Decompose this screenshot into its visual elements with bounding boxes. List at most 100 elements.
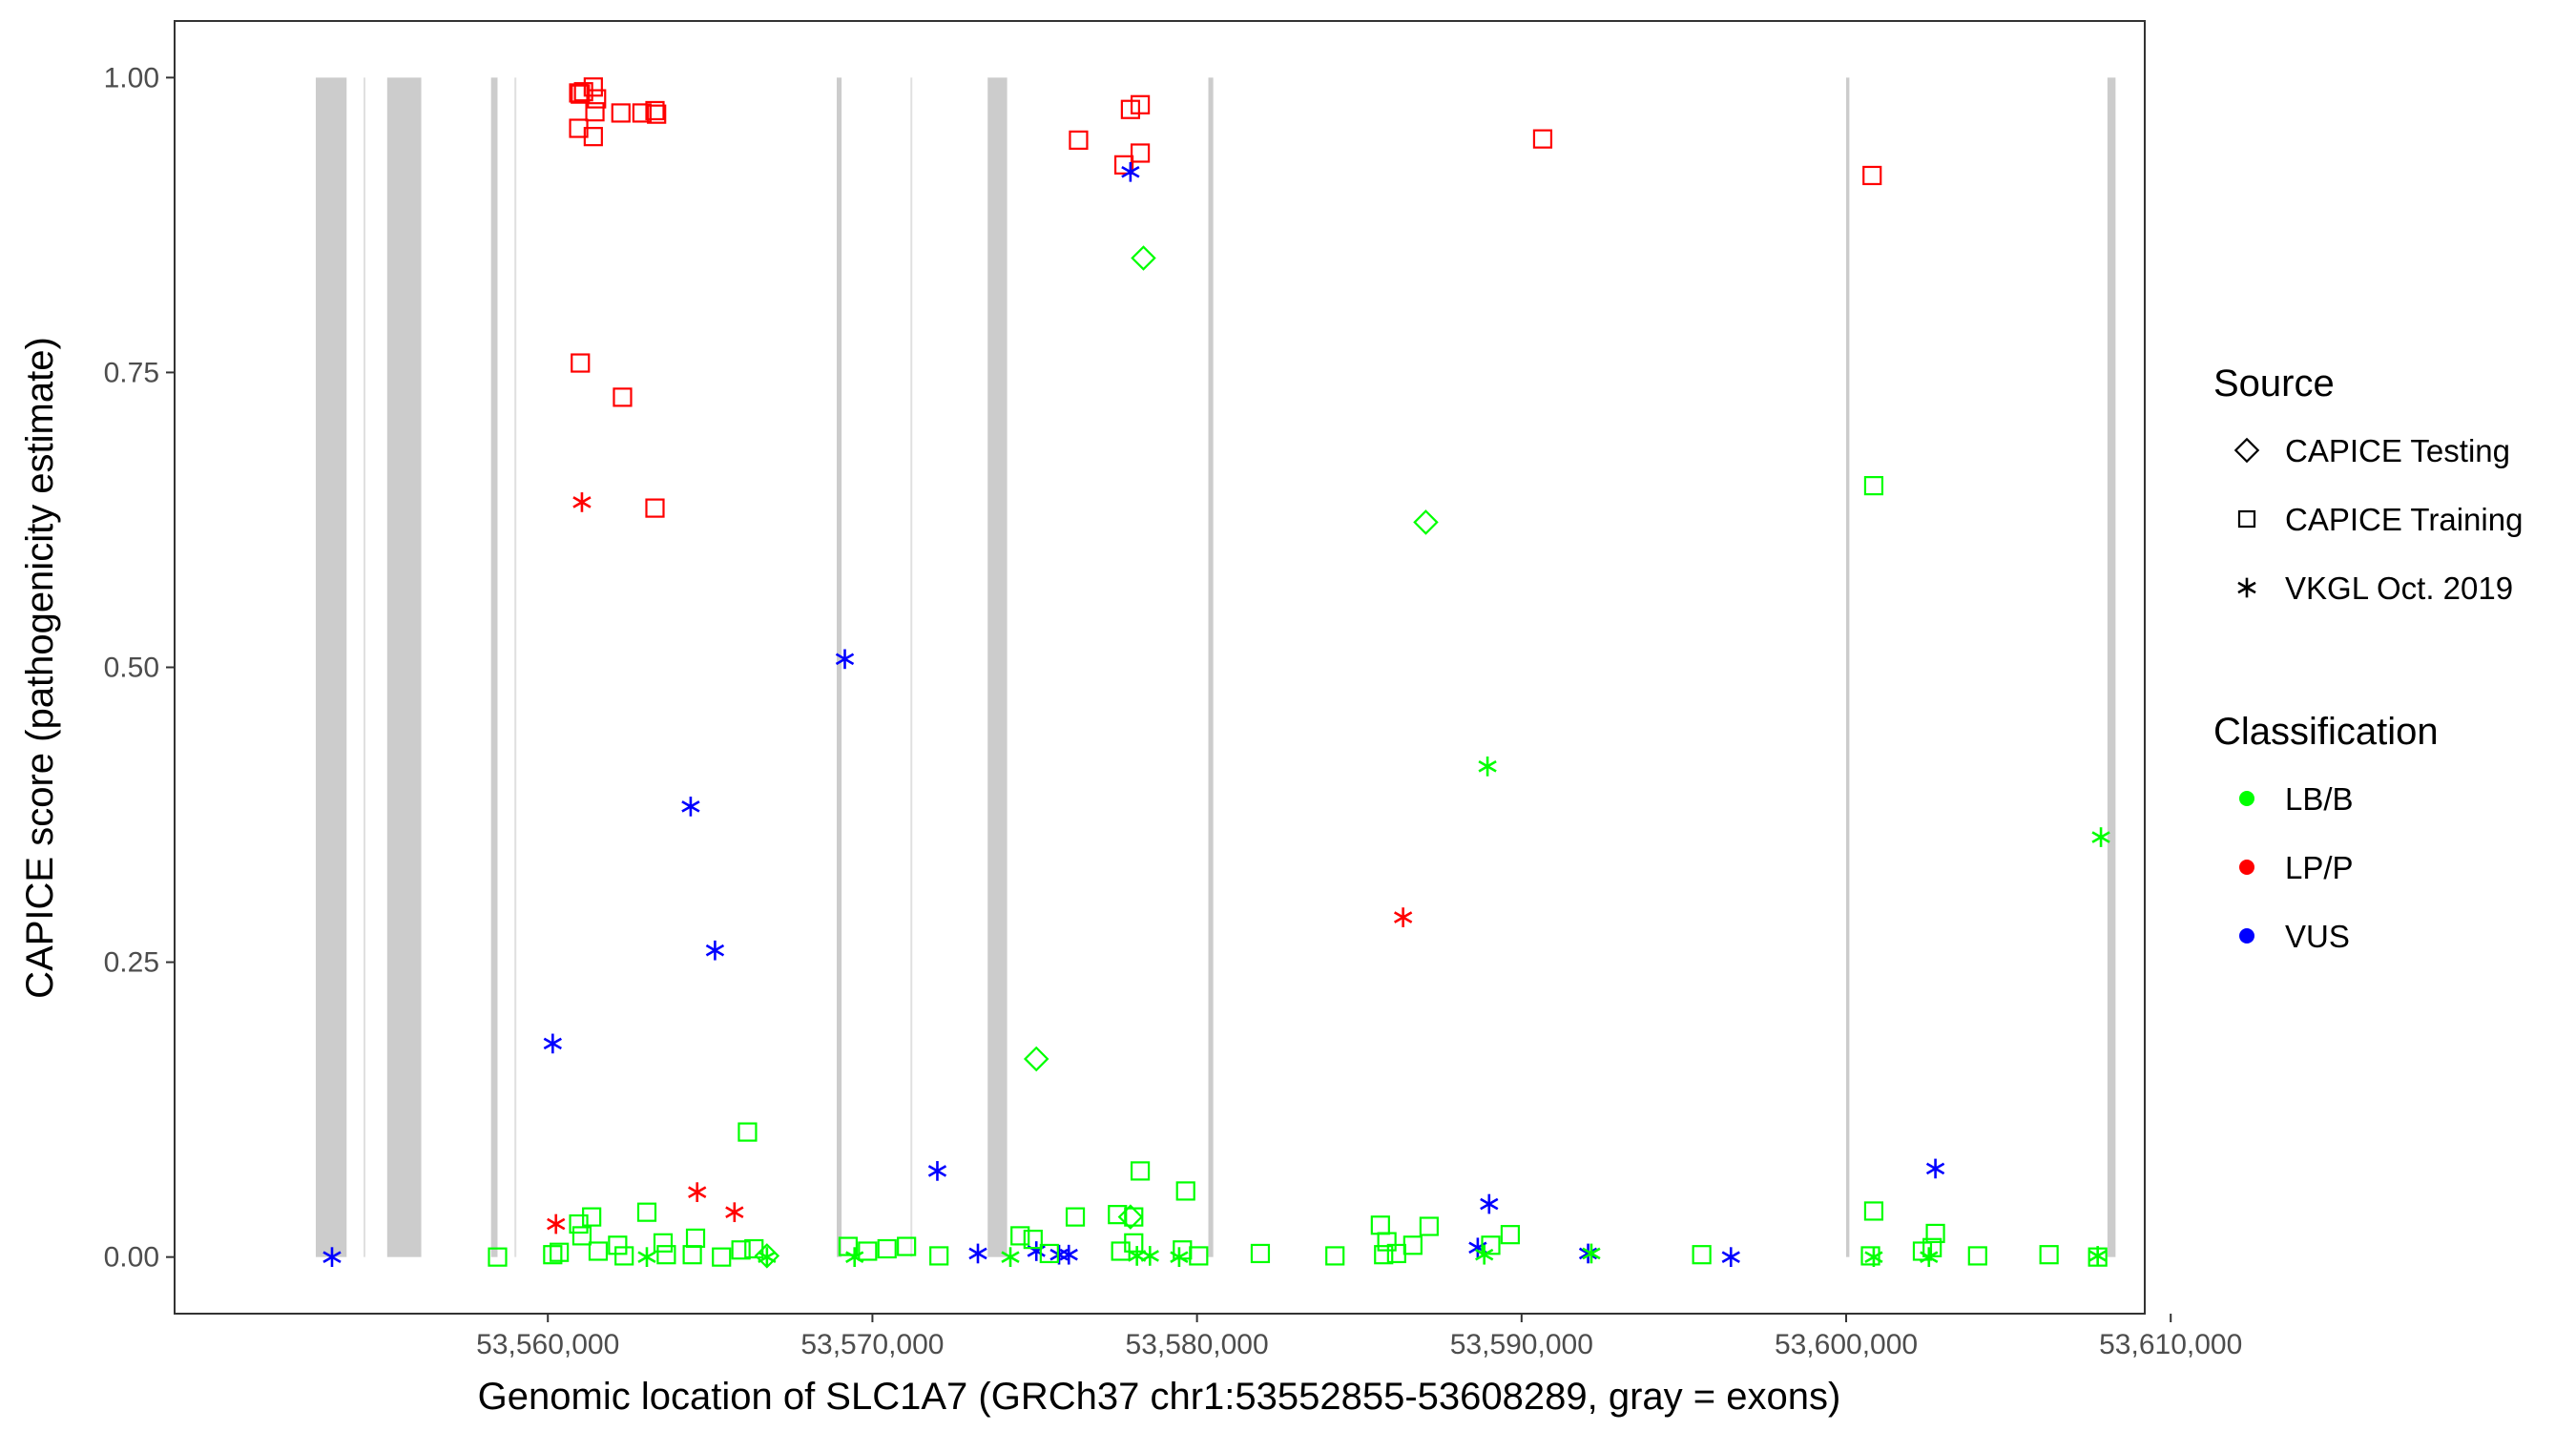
legend-source-title: Source [2213,363,2335,404]
point-diamond-mark [1023,1046,1049,1072]
dot-icon [2239,791,2254,806]
data-point [2039,1245,2059,1265]
point-square-mark [1402,1235,1423,1255]
point-square-mark [1925,1223,1945,1244]
legend-source: Source CAPICE Testing CAPICE Training VK… [2213,363,2523,606]
point-square-mark [1922,1237,1942,1257]
dot-icon [2239,860,2254,875]
point-square-mark [1113,155,1134,175]
square-icon [2237,509,2256,529]
data-point [543,1245,563,1265]
point-asterisk-mark [1480,1197,1499,1211]
point-asterisk-mark [322,1251,342,1263]
point-square-mark [1010,1226,1030,1246]
point-asterisk-mark [688,1186,707,1198]
point-square-mark [1862,165,1882,186]
data-point [1582,1243,1601,1264]
point-asterisk-mark [547,1217,566,1231]
data-point [547,1213,566,1234]
x-tick-label: 53,570,000 [800,1329,944,1360]
data-point [1500,1225,1521,1245]
data-point [572,492,592,512]
data-point [1925,1223,1945,1244]
data-point [1140,1246,1159,1266]
data-point [613,387,633,407]
point-asterisk-mark [1925,1162,1945,1175]
data-point [1374,1245,1394,1265]
data-point [1863,476,1884,496]
data-point [583,127,603,147]
point-diamond-mark [2233,437,2260,464]
data-point [645,100,665,121]
point-square-mark [653,1233,674,1253]
point-square-mark [1175,1181,1195,1201]
data-point [1001,1247,1020,1268]
point-square-mark [550,1242,570,1262]
point-asterisk-mark [705,944,725,957]
data-points [322,77,2110,1269]
point-square-mark [613,387,633,407]
point-square-mark [2088,1247,2108,1267]
data-point [569,1213,589,1234]
point-asterisk-mark [1140,1250,1159,1262]
point-square-mark [569,1213,589,1234]
point-asterisk-mark [1170,1251,1189,1263]
data-point [588,1241,609,1261]
point-square-mark [731,1240,751,1260]
data-point [608,1235,628,1255]
legend-class-label: LB/B [2285,781,2354,817]
data-point [754,1243,780,1269]
data-point [731,1240,751,1260]
point-square-mark [1130,1161,1151,1181]
point-square-mark [614,1246,634,1266]
data-point [1377,1232,1397,1252]
point-square-mark [647,104,667,124]
data-point [835,649,855,670]
legend-class-label: VUS [2285,919,2350,954]
point-square-mark [1967,1246,1987,1266]
point-square-mark [897,1236,917,1256]
legend-classification: Classification LB/B LP/P VUS [2213,711,2439,954]
data-point [838,1236,859,1256]
exon-band [837,77,842,1257]
data-point [1130,1161,1151,1181]
point-square-mark [1130,94,1151,114]
data-point [2233,437,2260,464]
point-square-mark [583,77,603,97]
data-point [585,102,605,122]
point-square-mark [636,1202,657,1222]
data-point [712,1247,732,1267]
point-square-mark [1189,1246,1209,1266]
point-asterisk-mark [1121,165,1140,178]
point-square-mark [1863,1201,1884,1221]
data-point [1010,1226,1030,1246]
point-asterisk-mark [1578,1247,1598,1260]
point-diamond-mark [1413,509,1439,535]
data-point [1532,129,1553,149]
exon-band [386,77,422,1257]
point-square-mark [2237,509,2256,529]
data-point [1121,161,1140,182]
point-square-mark [608,1235,628,1255]
point-square-mark [712,1247,732,1267]
point-square-mark [2039,1245,2059,1265]
point-square-mark [1039,1243,1059,1264]
exon-band [1846,77,1850,1257]
point-square-mark [1023,1230,1043,1250]
point-square-mark [611,103,631,123]
data-point [1175,1181,1195,1201]
x-tick-label: 53,590,000 [1450,1329,1593,1360]
data-point [1912,1241,1933,1261]
exon-band [315,77,347,1257]
point-asterisk-mark [1468,1241,1487,1255]
legend-source-label: CAPICE Testing [2285,433,2510,468]
point-square-mark [488,1247,508,1267]
point-square-mark [1120,99,1140,119]
exon-band [490,77,498,1257]
point-square-mark [632,103,652,123]
point-asterisk-mark [2088,1250,2108,1262]
data-point [681,797,700,817]
data-point [571,1226,592,1246]
point-square-mark [1325,1246,1345,1266]
data-point [1419,1216,1439,1236]
